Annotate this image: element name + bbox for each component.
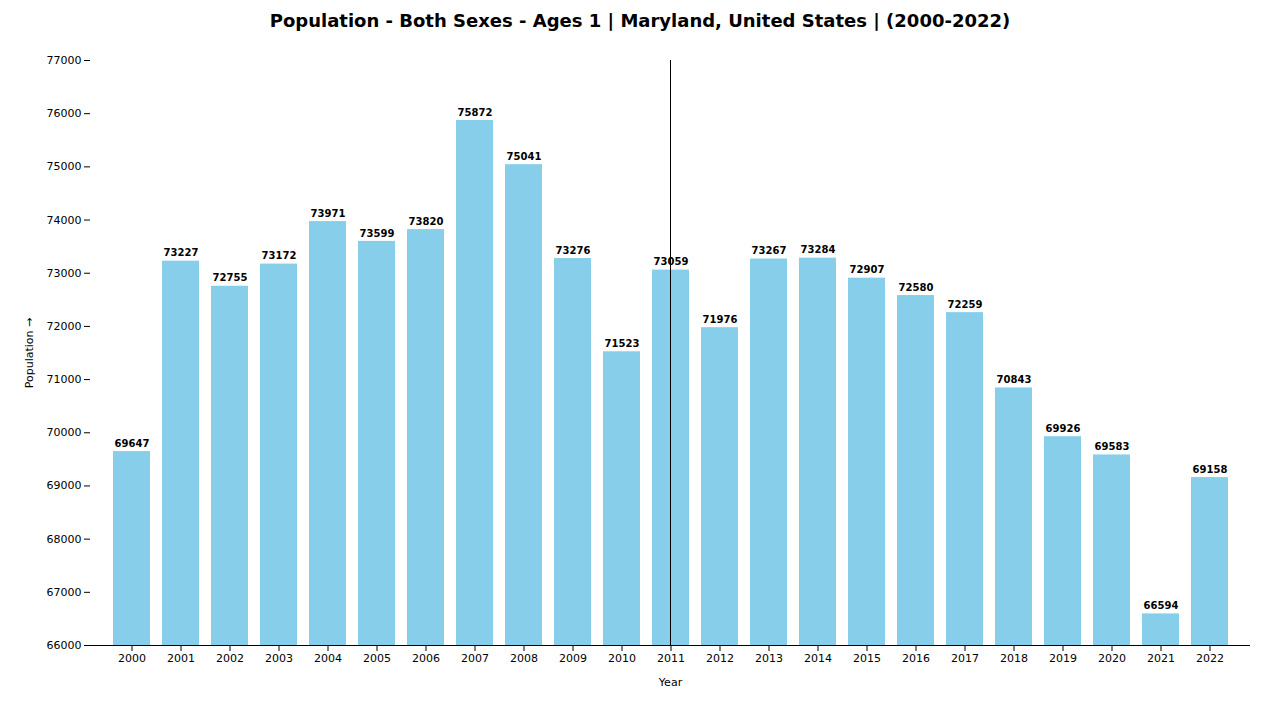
- svg-text:69926: 69926: [1046, 423, 1081, 434]
- svg-text:2012: 2012: [706, 652, 734, 665]
- svg-text:2016: 2016: [902, 652, 930, 665]
- svg-text:2010: 2010: [608, 652, 636, 665]
- svg-text:70843: 70843: [997, 374, 1032, 385]
- svg-text:71523: 71523: [605, 338, 640, 349]
- svg-text:69000: 69000: [47, 479, 82, 492]
- svg-text:2013: 2013: [755, 652, 783, 665]
- svg-text:73172: 73172: [262, 250, 297, 261]
- svg-text:71976: 71976: [703, 314, 738, 325]
- svg-text:2020: 2020: [1098, 652, 1126, 665]
- svg-text:73599: 73599: [360, 228, 395, 239]
- svg-text:73820: 73820: [409, 216, 444, 227]
- svg-text:73227: 73227: [164, 247, 199, 258]
- svg-text:2001: 2001: [167, 652, 195, 665]
- svg-text:75000: 75000: [47, 160, 82, 173]
- svg-text:72259: 72259: [948, 299, 983, 310]
- svg-text:2007: 2007: [461, 652, 489, 665]
- svg-text:69647: 69647: [115, 438, 150, 449]
- svg-text:66594: 66594: [1144, 600, 1179, 611]
- svg-text:2003: 2003: [265, 652, 293, 665]
- svg-text:75872: 75872: [458, 107, 493, 118]
- html-text:Population - Both Sexes - Ages: Population - Both Sexes - Ages 1 | Maryl…: [269, 10, 1011, 31]
- svg-text:Year: Year: [658, 676, 683, 689]
- svg-text:2019: 2019: [1049, 652, 1077, 665]
- svg-text:69158: 69158: [1193, 464, 1228, 475]
- svg-text:70000: 70000: [47, 426, 82, 439]
- svg-text:67000: 67000: [47, 586, 82, 599]
- svg-text:73971: 73971: [311, 208, 346, 219]
- svg-text:72755: 72755: [213, 272, 248, 283]
- svg-text:73000: 73000: [47, 267, 82, 280]
- svg-text:Population →: Population →: [23, 318, 36, 389]
- svg-text:2005: 2005: [363, 652, 391, 665]
- svg-text:69583: 69583: [1095, 441, 1130, 452]
- svg-text:66000: 66000: [47, 639, 82, 652]
- svg-text:2017: 2017: [951, 652, 979, 665]
- svg-text:2008: 2008: [510, 652, 538, 665]
- svg-text:68000: 68000: [47, 533, 82, 546]
- svg-text:2009: 2009: [559, 652, 587, 665]
- svg-text:76000: 76000: [47, 107, 82, 120]
- svg-text:73267: 73267: [752, 245, 787, 256]
- svg-text:72907: 72907: [850, 264, 885, 275]
- svg-text:73276: 73276: [556, 245, 591, 256]
- svg-text:2002: 2002: [216, 652, 244, 665]
- svg-text:2006: 2006: [412, 652, 440, 665]
- svg-text:72000: 72000: [47, 320, 82, 333]
- svg-text:73284: 73284: [801, 244, 836, 255]
- svg-text:72580: 72580: [899, 282, 934, 293]
- svg-text:77000: 77000: [47, 54, 82, 67]
- svg-text:2015: 2015: [853, 652, 881, 665]
- svg-text:2014: 2014: [804, 652, 832, 665]
- svg-text:2004: 2004: [314, 652, 342, 665]
- svg-text:2011: 2011: [657, 652, 685, 665]
- svg-text:2018: 2018: [1000, 652, 1028, 665]
- svg-text:73059: 73059: [654, 256, 689, 267]
- svg-text:71000: 71000: [47, 373, 82, 386]
- svg-text:2000: 2000: [118, 652, 146, 665]
- svg-text:75041: 75041: [507, 151, 542, 162]
- svg-text:2021: 2021: [1147, 652, 1175, 665]
- svg-text:74000: 74000: [47, 214, 82, 227]
- svg-text:2022: 2022: [1196, 652, 1224, 665]
